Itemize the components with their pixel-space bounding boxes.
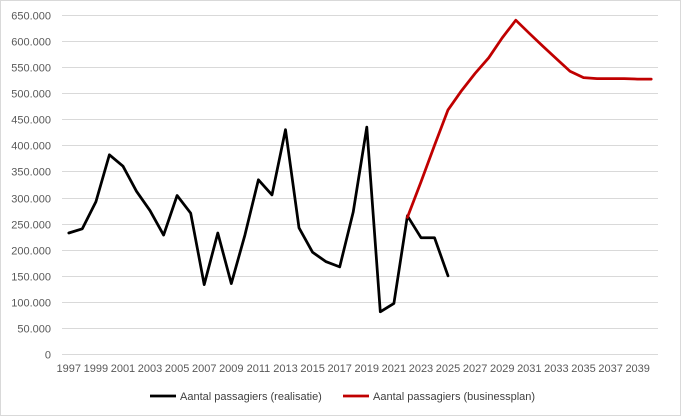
y-tick-label: 0: [45, 350, 51, 362]
legend-label: Aantal passagiers (businessplan): [373, 391, 535, 403]
y-tick-label: 500.000: [11, 89, 51, 101]
legend-label: Aantal passagiers (realisatie): [180, 391, 322, 403]
y-tick-label: 550.000: [11, 63, 51, 75]
y-tick-label: 150.000: [11, 272, 51, 284]
x-tick-label: 2025: [436, 363, 460, 375]
y-tick-label: 400.000: [11, 141, 51, 153]
x-tick-label: 2033: [544, 363, 568, 375]
series-line-realisatie: [67, 125, 450, 314]
y-tick-label: 650.000: [11, 11, 51, 23]
x-tick-label: 2031: [517, 363, 541, 375]
x-tick-label: 2023: [409, 363, 433, 375]
x-tick-label: 2027: [463, 363, 487, 375]
y-tick-label: 300.000: [11, 194, 51, 206]
y-tick-label: 600.000: [11, 37, 51, 49]
x-tick-label: 2029: [490, 363, 514, 375]
legend: Aantal passagiers (realisatie) Aantal pas…: [150, 391, 535, 403]
x-tick-label: 1999: [84, 363, 108, 375]
y-tick-label: 350.000: [11, 167, 51, 179]
y-tick-label: 50.000: [17, 324, 51, 336]
y-axis-tick-labels: 0 50.000 100.000 150.000 200.000 250.000 300.0…: [11, 11, 51, 362]
x-tick-label: 2005: [165, 363, 189, 375]
x-tick-label: 2003: [138, 363, 162, 375]
x-tick-label: 2039: [625, 363, 649, 375]
x-axis-tick-labels: 1997 1999 2001 2003 2005 2007 2009 2011 2013 2015…: [57, 363, 650, 375]
y-tick-label: 100.000: [11, 298, 51, 310]
x-tick-label: 2013: [273, 363, 297, 375]
series-lines: [67, 18, 653, 314]
x-tick-label: 2035: [571, 363, 595, 375]
x-tick-label: 2001: [111, 363, 135, 375]
x-tick-label: 2007: [192, 363, 216, 375]
y-tick-label: 250.000: [11, 220, 51, 232]
series-line-businessplan: [406, 18, 653, 219]
grid-lines: [62, 15, 658, 329]
x-tick-label: 2019: [355, 363, 379, 375]
x-tick-label: 2015: [300, 363, 324, 375]
x-tick-label: 2011: [247, 363, 271, 375]
x-tick-label: 2017: [327, 363, 351, 375]
x-tick-label: 2009: [219, 363, 243, 375]
y-tick-label: 450.000: [11, 115, 51, 127]
x-tick-label: 1997: [57, 363, 81, 375]
y-tick-label: 200.000: [11, 246, 51, 258]
x-tick-label: 2037: [598, 363, 622, 375]
x-tick-label: 2021: [382, 363, 406, 375]
